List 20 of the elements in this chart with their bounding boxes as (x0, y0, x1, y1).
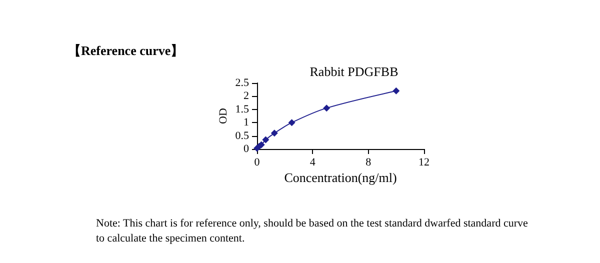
text: Note: This chart is for reference only, should be based on the test standard dwarfed standard curve to calculate the specimen content. (96, 218, 531, 244)
y-tick-label: 0 (244, 143, 250, 155)
text: 【Reference curve】 (68, 43, 184, 58)
y-tick-label: 2.5 (235, 77, 250, 89)
x-tick-label: 4 (310, 156, 316, 168)
y-tick-label: 2 (244, 90, 249, 102)
x-axis-title: Concentration(ng/ml) (284, 170, 397, 185)
point (270, 130, 278, 137)
x-tick-label: 0 (254, 156, 260, 168)
point (323, 104, 330, 112)
x-tick-label: 8 (366, 156, 372, 168)
y-tick-label: 0.5 (235, 130, 250, 142)
point (262, 136, 270, 144)
point (288, 119, 296, 126)
chart-title: Rabbit PDGFBB (310, 64, 399, 79)
x-tick-label: 12 (418, 156, 430, 168)
y-tick-label: 1 (244, 116, 249, 129)
y-tick-label: 1.5 (235, 103, 250, 116)
y-axis-title: OD (218, 108, 230, 124)
point (392, 87, 400, 94)
